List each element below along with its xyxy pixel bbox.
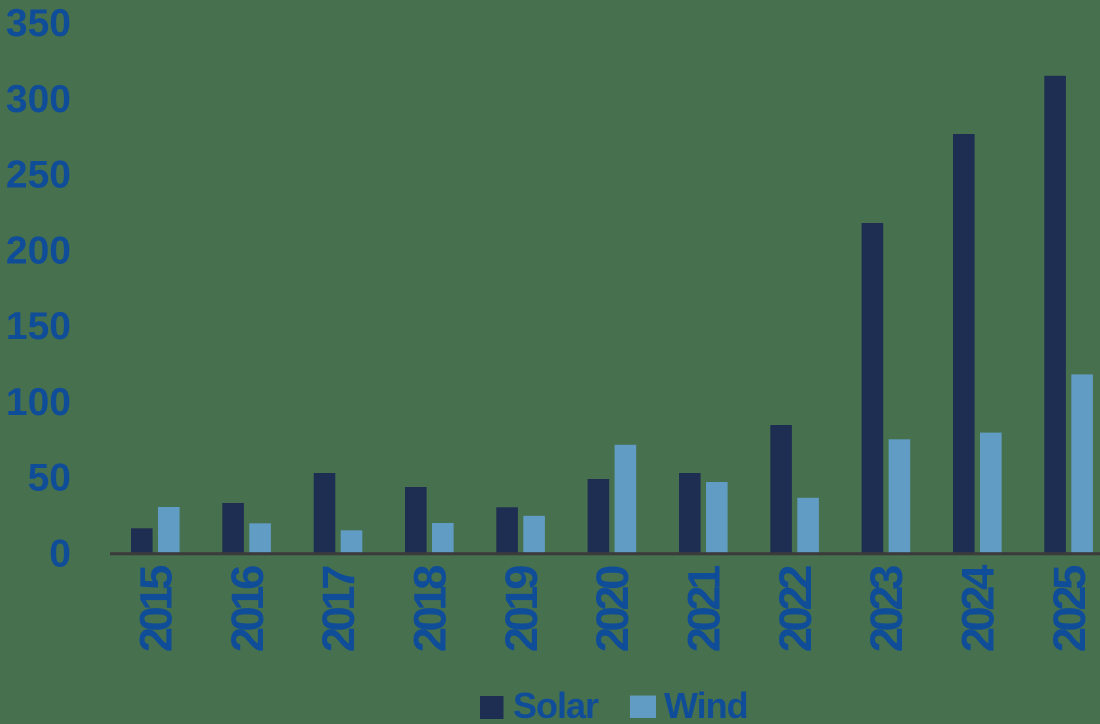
- svg-text:2023: 2023: [861, 566, 912, 652]
- svg-text:2022: 2022: [770, 566, 821, 652]
- svg-text:150: 150: [6, 305, 71, 348]
- svg-text:100: 100: [6, 381, 71, 424]
- svg-text:2018: 2018: [405, 566, 456, 652]
- svg-text:50: 50: [28, 457, 71, 500]
- svg-text:0: 0: [49, 532, 71, 575]
- svg-text:2025: 2025: [1044, 565, 1095, 652]
- svg-text:300: 300: [6, 78, 71, 121]
- svg-text:2020: 2020: [587, 566, 638, 652]
- svg-text:2016: 2016: [222, 566, 273, 652]
- svg-text:2017: 2017: [313, 566, 364, 652]
- svg-text:2019: 2019: [496, 566, 547, 652]
- svg-text:250: 250: [6, 154, 71, 197]
- svg-text:200: 200: [6, 229, 71, 272]
- svg-text:2015: 2015: [131, 565, 182, 652]
- svg-text:350: 350: [6, 2, 71, 45]
- svg-text:2021: 2021: [679, 565, 730, 652]
- svg-text:Solar: Solar: [513, 685, 599, 724]
- svg-text:Wind: Wind: [664, 685, 748, 724]
- svg-text:2024: 2024: [953, 564, 1004, 652]
